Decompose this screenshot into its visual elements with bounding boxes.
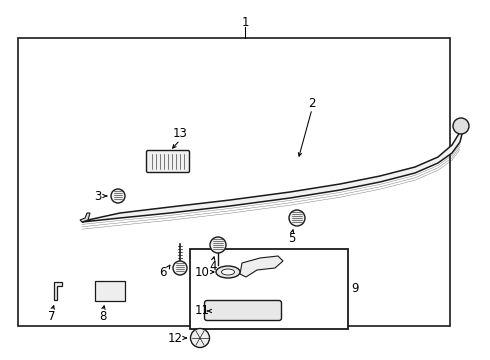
Bar: [95, 281, 125, 301]
Text: 1: 1: [241, 15, 249, 28]
Text: 9: 9: [351, 283, 359, 296]
Polygon shape: [240, 256, 283, 277]
Text: 10: 10: [195, 266, 209, 279]
Polygon shape: [80, 213, 90, 222]
Ellipse shape: [216, 266, 240, 278]
Text: 13: 13: [172, 126, 188, 140]
Text: 12: 12: [168, 332, 182, 345]
Bar: [18, 38, 450, 326]
Circle shape: [191, 328, 210, 347]
Circle shape: [111, 189, 125, 203]
Ellipse shape: [221, 269, 235, 275]
Bar: [190, 249, 348, 329]
Text: 6: 6: [159, 266, 167, 279]
Polygon shape: [54, 282, 62, 300]
Text: 5: 5: [288, 231, 295, 244]
Circle shape: [173, 261, 187, 275]
Circle shape: [453, 118, 469, 134]
Circle shape: [289, 210, 305, 226]
Circle shape: [210, 237, 226, 253]
Polygon shape: [82, 122, 463, 222]
FancyBboxPatch shape: [147, 150, 190, 172]
FancyBboxPatch shape: [204, 301, 281, 320]
Text: 7: 7: [48, 310, 56, 323]
Text: 3: 3: [94, 189, 102, 202]
Text: 11: 11: [195, 305, 210, 318]
Text: 2: 2: [308, 96, 316, 109]
Text: 8: 8: [99, 310, 107, 323]
Text: 4: 4: [209, 260, 217, 273]
